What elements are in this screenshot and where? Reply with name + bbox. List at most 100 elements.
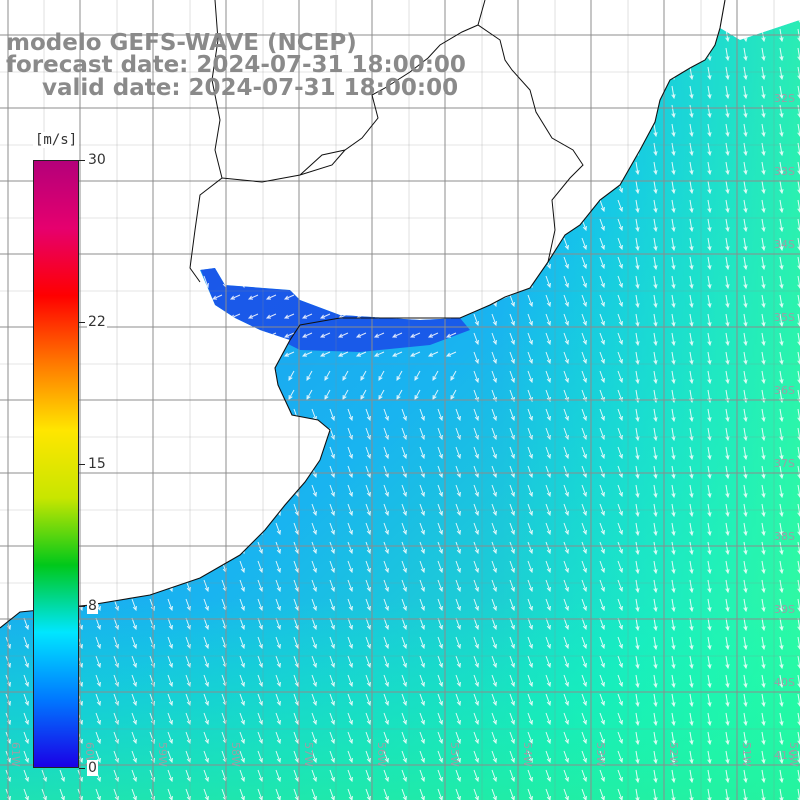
wind-arrow — [437, 503, 443, 517]
wind-arrow — [563, 560, 569, 574]
wind-arrow — [491, 85, 497, 99]
wind-arrow — [689, 218, 694, 233]
coastline — [0, 0, 726, 629]
wind-arrow — [23, 408, 29, 422]
wind-arrow — [545, 598, 551, 612]
wind-arrow — [203, 541, 209, 555]
wind-arrow — [419, 275, 425, 289]
wind-arrow — [707, 123, 712, 138]
wind-arrow — [167, 142, 173, 156]
wind-arrow — [509, 351, 515, 365]
wind-arrow — [671, 294, 676, 309]
wind-arrow — [59, 769, 65, 783]
wind-arrow — [311, 674, 317, 688]
wind-arrow — [437, 484, 443, 498]
wind-arrow — [311, 693, 317, 707]
wind-arrow — [635, 503, 640, 518]
wind-arrow — [383, 256, 389, 270]
wind-arrow — [193, 351, 205, 357]
wind-arrow — [581, 655, 587, 669]
wind-arrow — [131, 20, 137, 23]
wind-arrow — [185, 674, 191, 688]
wind-arrow — [509, 712, 515, 726]
wind-arrow — [617, 332, 623, 346]
wind-arrow — [293, 750, 299, 764]
colorbar-tick-label: 15 — [87, 456, 107, 472]
wind-arrow — [473, 693, 479, 707]
wind-arrow — [95, 674, 101, 688]
wind-arrow — [491, 655, 497, 669]
wind-arrow — [599, 199, 605, 213]
wind-arrow — [491, 522, 497, 536]
wind-arrow — [545, 617, 551, 631]
wind-arrow — [347, 655, 353, 669]
wind-arrow — [545, 541, 551, 555]
wind-arrow — [527, 104, 533, 118]
wind-arrow — [761, 66, 766, 81]
wind-arrow — [527, 66, 533, 80]
wind-arrow — [509, 294, 515, 308]
wind-arrow — [563, 712, 569, 726]
wind-arrow — [365, 199, 371, 213]
wind-arrow — [265, 294, 277, 300]
wind-arrow — [455, 541, 461, 555]
wind-arrow — [113, 484, 119, 498]
wind-arrow — [365, 104, 371, 118]
wind-arrow — [270, 389, 277, 400]
wind-arrow — [491, 560, 497, 574]
wind-arrow — [329, 769, 335, 783]
wind-arrow — [193, 332, 205, 338]
wind-arrow — [635, 484, 640, 499]
wind-arrow — [329, 237, 335, 251]
wind-arrow — [473, 579, 479, 593]
wind-arrow — [239, 750, 245, 764]
wind-arrow — [23, 256, 29, 270]
wind-arrow — [779, 465, 784, 480]
wind-arrow — [635, 408, 640, 423]
wind-arrow — [401, 218, 407, 232]
wind-arrow — [121, 294, 133, 300]
wind-arrow — [563, 123, 569, 137]
wind-arrow — [365, 617, 371, 631]
wind-arrow — [0, 313, 7, 319]
wind-arrow — [635, 655, 640, 670]
wind-arrow — [41, 788, 47, 800]
wind-arrow — [779, 598, 784, 613]
wind-arrow — [725, 123, 730, 138]
wind-arrow — [401, 693, 407, 707]
wind-arrow — [545, 731, 551, 745]
wind-arrow — [203, 731, 209, 745]
latitude-label: 41S — [774, 749, 795, 762]
wind-arrow — [545, 47, 551, 61]
wind-arrow — [131, 655, 137, 669]
wind-arrow — [167, 446, 173, 460]
wind-arrow — [563, 674, 569, 688]
wind-arrow — [329, 427, 335, 441]
wind-arrow — [329, 446, 335, 460]
latitude-label: 35S — [774, 311, 795, 324]
wind-arrow — [527, 731, 533, 745]
wind-arrow — [491, 636, 497, 650]
wind-arrow — [347, 541, 353, 555]
wind-arrow — [149, 484, 155, 498]
wind-arrow — [419, 427, 425, 441]
wind-arrow — [545, 769, 551, 783]
wind-arrow — [671, 522, 676, 537]
wind-arrow — [761, 142, 766, 157]
wind-arrow — [347, 503, 353, 517]
wind-arrow — [545, 427, 551, 441]
wind-arrow — [229, 351, 241, 357]
wind-arrow — [257, 237, 263, 251]
wind-arrow — [113, 161, 119, 175]
wind-arrow — [450, 370, 457, 381]
wind-arrow — [437, 522, 443, 536]
wind-arrow — [617, 655, 623, 669]
wind-arrow — [90, 389, 97, 400]
wind-arrow — [509, 674, 515, 688]
wind-arrow — [563, 788, 569, 800]
wind-arrow — [707, 408, 712, 423]
wind-arrow — [779, 769, 784, 784]
wind-arrow — [509, 427, 515, 441]
wind-arrow — [689, 180, 694, 195]
